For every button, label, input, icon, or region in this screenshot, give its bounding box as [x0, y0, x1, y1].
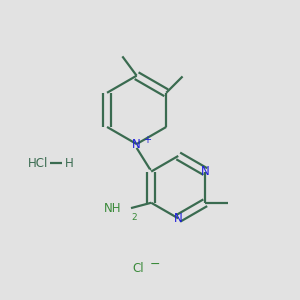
Text: N: N [201, 165, 210, 178]
Text: −: − [149, 258, 160, 271]
Text: HCl: HCl [28, 157, 49, 170]
Text: Cl: Cl [132, 262, 144, 275]
Text: N: N [132, 138, 141, 151]
Text: H: H [65, 157, 74, 170]
Text: 2: 2 [131, 213, 136, 222]
Text: N: N [174, 212, 183, 225]
Text: +: + [143, 136, 151, 146]
Text: NH: NH [103, 202, 121, 214]
